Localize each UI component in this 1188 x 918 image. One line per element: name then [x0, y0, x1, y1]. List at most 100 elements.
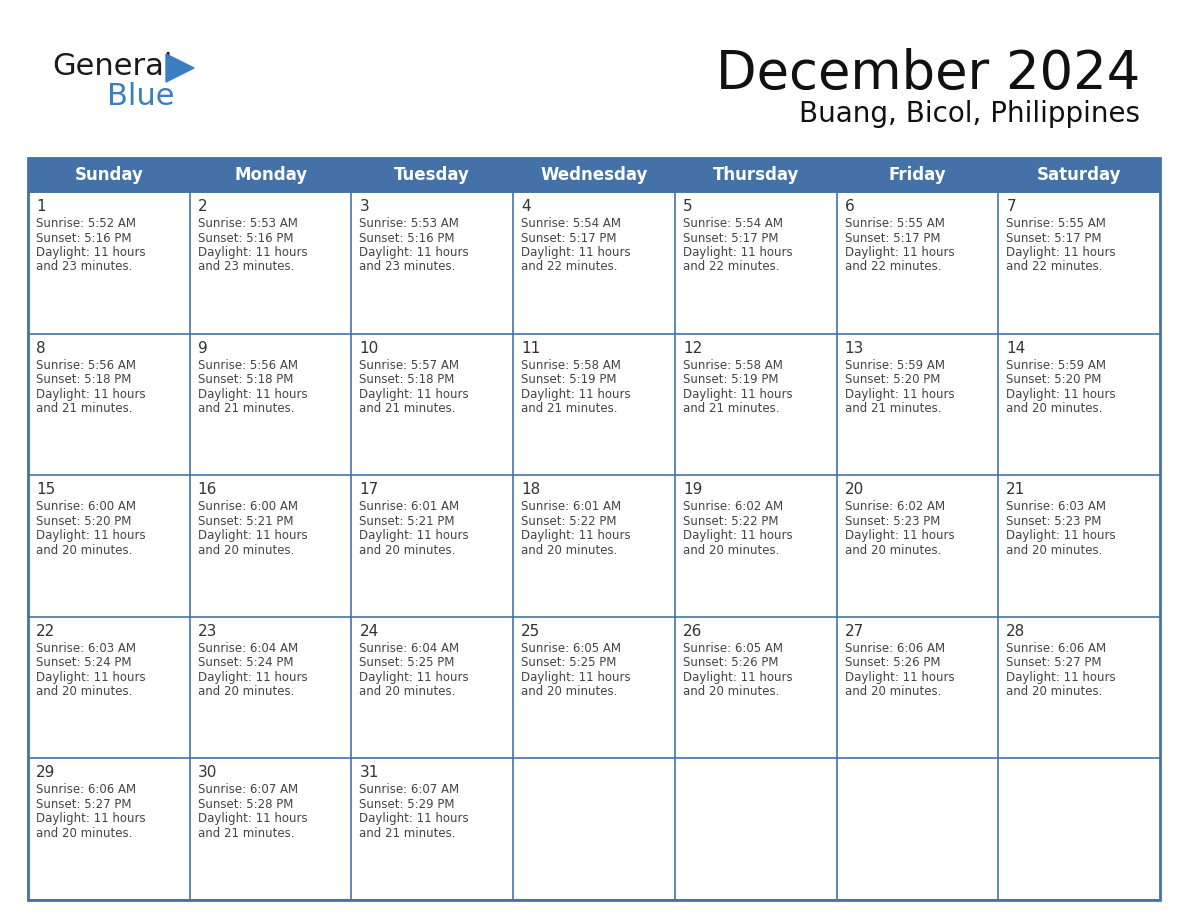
Text: Daylight: 11 hours: Daylight: 11 hours: [360, 671, 469, 684]
Text: and 20 minutes.: and 20 minutes.: [360, 543, 456, 556]
Bar: [190, 476, 352, 617]
Text: Daylight: 11 hours: Daylight: 11 hours: [1006, 529, 1116, 543]
Text: Sunset: 5:27 PM: Sunset: 5:27 PM: [36, 798, 132, 811]
Text: Sunset: 5:17 PM: Sunset: 5:17 PM: [1006, 231, 1101, 244]
Polygon shape: [166, 54, 194, 82]
Bar: [29, 758, 190, 900]
Text: 27: 27: [845, 624, 864, 639]
Bar: [513, 617, 675, 758]
Text: and 20 minutes.: and 20 minutes.: [1006, 402, 1102, 415]
Text: Sunset: 5:17 PM: Sunset: 5:17 PM: [522, 231, 617, 244]
Text: 29: 29: [36, 766, 56, 780]
Text: 18: 18: [522, 482, 541, 498]
Text: and 20 minutes.: and 20 minutes.: [845, 686, 941, 699]
Text: Sunrise: 6:05 AM: Sunrise: 6:05 AM: [683, 642, 783, 655]
Text: 23: 23: [197, 624, 217, 639]
Text: Sunset: 5:20 PM: Sunset: 5:20 PM: [845, 373, 940, 386]
Bar: [675, 192, 836, 333]
Text: 24: 24: [360, 624, 379, 639]
Bar: [836, 333, 998, 476]
Text: and 23 minutes.: and 23 minutes.: [36, 261, 132, 274]
Bar: [836, 192, 998, 333]
Text: Daylight: 11 hours: Daylight: 11 hours: [197, 529, 308, 543]
Bar: [190, 758, 352, 900]
Text: Daylight: 11 hours: Daylight: 11 hours: [845, 529, 954, 543]
Text: Sunrise: 6:06 AM: Sunrise: 6:06 AM: [845, 642, 944, 655]
Text: 8: 8: [36, 341, 45, 355]
Text: 20: 20: [845, 482, 864, 498]
Text: and 20 minutes.: and 20 minutes.: [1006, 543, 1102, 556]
Bar: [836, 476, 998, 617]
Bar: [29, 476, 190, 617]
Text: Sunrise: 6:03 AM: Sunrise: 6:03 AM: [1006, 500, 1106, 513]
Bar: [190, 192, 352, 333]
Bar: [513, 333, 675, 476]
Text: Daylight: 11 hours: Daylight: 11 hours: [683, 529, 792, 543]
Text: and 23 minutes.: and 23 minutes.: [197, 261, 295, 274]
Bar: [29, 158, 1159, 900]
Text: Daylight: 11 hours: Daylight: 11 hours: [360, 246, 469, 259]
Text: 26: 26: [683, 624, 702, 639]
Text: Daylight: 11 hours: Daylight: 11 hours: [197, 246, 308, 259]
Bar: [352, 333, 513, 476]
Text: Daylight: 11 hours: Daylight: 11 hours: [197, 671, 308, 684]
Bar: [352, 758, 513, 900]
Text: Sunrise: 6:06 AM: Sunrise: 6:06 AM: [36, 783, 137, 797]
Text: 19: 19: [683, 482, 702, 498]
Bar: [352, 617, 513, 758]
Text: Daylight: 11 hours: Daylight: 11 hours: [36, 387, 146, 400]
Text: 14: 14: [1006, 341, 1025, 355]
Text: Sunrise: 6:04 AM: Sunrise: 6:04 AM: [360, 642, 460, 655]
Bar: [352, 158, 513, 192]
Text: Daylight: 11 hours: Daylight: 11 hours: [36, 246, 146, 259]
Text: Sunset: 5:22 PM: Sunset: 5:22 PM: [683, 515, 778, 528]
Text: Daylight: 11 hours: Daylight: 11 hours: [360, 387, 469, 400]
Text: 16: 16: [197, 482, 217, 498]
Text: Sunrise: 5:56 AM: Sunrise: 5:56 AM: [36, 359, 135, 372]
Text: 25: 25: [522, 624, 541, 639]
Text: Daylight: 11 hours: Daylight: 11 hours: [1006, 387, 1116, 400]
Text: Blue: Blue: [107, 82, 175, 111]
Bar: [675, 758, 836, 900]
Text: Sunset: 5:18 PM: Sunset: 5:18 PM: [197, 373, 293, 386]
Text: Sunrise: 6:01 AM: Sunrise: 6:01 AM: [522, 500, 621, 513]
Text: and 20 minutes.: and 20 minutes.: [360, 686, 456, 699]
Text: Sunrise: 6:03 AM: Sunrise: 6:03 AM: [36, 642, 135, 655]
Text: Sunset: 5:16 PM: Sunset: 5:16 PM: [360, 231, 455, 244]
Bar: [998, 192, 1159, 333]
Text: Monday: Monday: [234, 166, 308, 184]
Bar: [190, 158, 352, 192]
Text: 10: 10: [360, 341, 379, 355]
Text: Sunrise: 5:59 AM: Sunrise: 5:59 AM: [1006, 359, 1106, 372]
Text: Daylight: 11 hours: Daylight: 11 hours: [36, 671, 146, 684]
Text: 31: 31: [360, 766, 379, 780]
Text: Daylight: 11 hours: Daylight: 11 hours: [1006, 671, 1116, 684]
Text: Daylight: 11 hours: Daylight: 11 hours: [197, 812, 308, 825]
Text: Sunset: 5:22 PM: Sunset: 5:22 PM: [522, 515, 617, 528]
Text: Sunrise: 5:55 AM: Sunrise: 5:55 AM: [1006, 217, 1106, 230]
Text: 22: 22: [36, 624, 56, 639]
Text: Sunset: 5:29 PM: Sunset: 5:29 PM: [360, 798, 455, 811]
Text: Daylight: 11 hours: Daylight: 11 hours: [683, 246, 792, 259]
Text: Sunset: 5:25 PM: Sunset: 5:25 PM: [360, 656, 455, 669]
Bar: [675, 617, 836, 758]
Bar: [998, 758, 1159, 900]
Bar: [352, 476, 513, 617]
Bar: [836, 758, 998, 900]
Text: Sunrise: 6:07 AM: Sunrise: 6:07 AM: [197, 783, 298, 797]
Text: Sunrise: 5:52 AM: Sunrise: 5:52 AM: [36, 217, 135, 230]
Text: 11: 11: [522, 341, 541, 355]
Bar: [513, 758, 675, 900]
Bar: [190, 617, 352, 758]
Text: Sunset: 5:21 PM: Sunset: 5:21 PM: [360, 515, 455, 528]
Bar: [29, 333, 190, 476]
Bar: [998, 333, 1159, 476]
Bar: [352, 192, 513, 333]
Text: and 20 minutes.: and 20 minutes.: [197, 543, 295, 556]
Bar: [513, 476, 675, 617]
Text: Thursday: Thursday: [713, 166, 798, 184]
Bar: [513, 158, 675, 192]
Text: Sunset: 5:26 PM: Sunset: 5:26 PM: [845, 656, 940, 669]
Text: Daylight: 11 hours: Daylight: 11 hours: [683, 671, 792, 684]
Text: and 20 minutes.: and 20 minutes.: [36, 543, 132, 556]
